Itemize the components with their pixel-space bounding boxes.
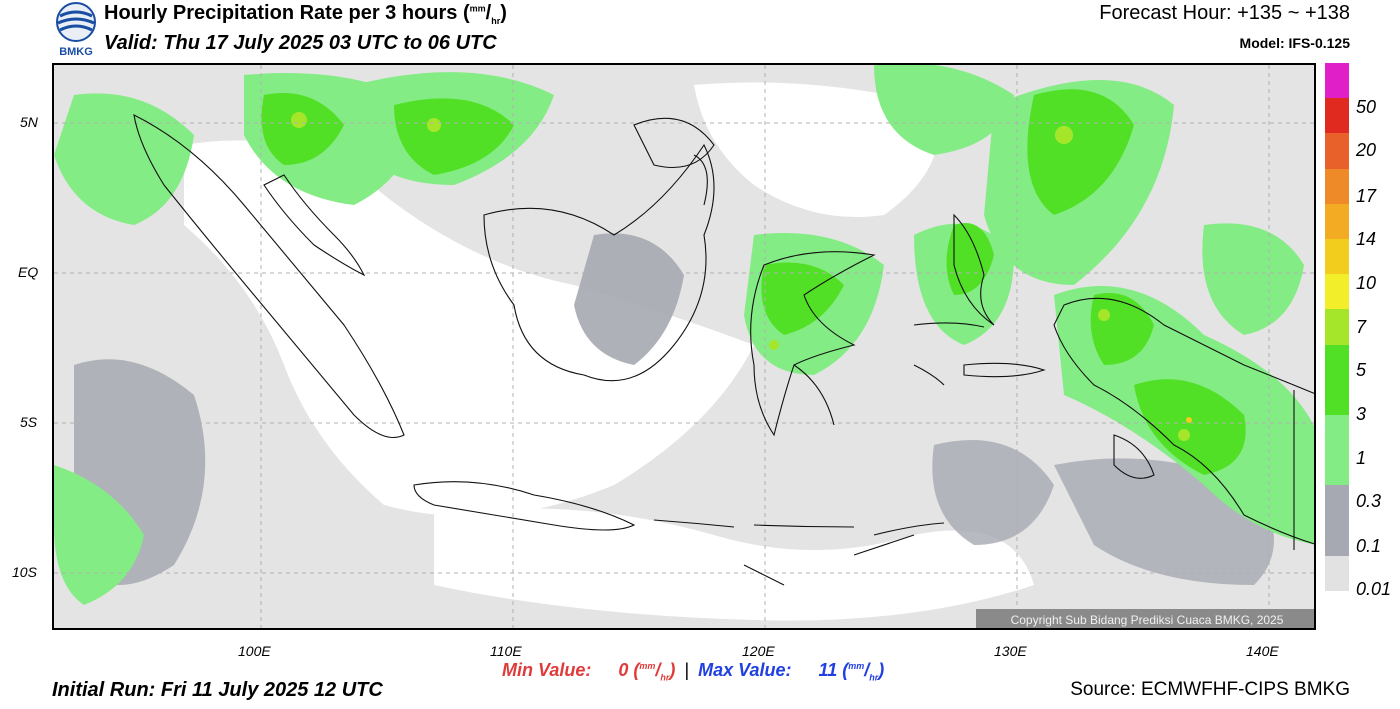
colorbar-segment: [1325, 98, 1349, 134]
map-canvas: [54, 65, 1314, 628]
colorbar-label: 0.1: [1356, 536, 1382, 556]
colorbar-segment: [1325, 520, 1349, 556]
colorbar-segment: [1325, 450, 1349, 486]
lat-label-10s: 10S: [12, 564, 37, 580]
colorbar-segment: [1325, 203, 1349, 239]
page-title: Hourly Precipitation Rate per 3 hours (m…: [104, 2, 507, 26]
max-unit-numerator: mm: [848, 661, 865, 671]
max-unit-denominator: hr: [869, 672, 879, 683]
min-unit-denominator: hr: [660, 672, 670, 683]
model-name: Model: IFS-0.125: [1239, 35, 1350, 51]
colorbar-label: 50: [1356, 97, 1377, 117]
min-value: 0: [618, 660, 629, 680]
colorbar-segment: [1325, 344, 1349, 380]
lat-label-eq: EQ: [18, 264, 39, 280]
colorbar-label: 14: [1356, 229, 1377, 249]
logo-text: BMKG: [59, 46, 93, 58]
initial-run: Initial Run: Fri 11 July 2025 12 UTC: [52, 679, 383, 701]
value-separator: |: [684, 660, 690, 680]
colorbar-segment: [1325, 485, 1349, 521]
colorbar-label: 17: [1356, 186, 1377, 206]
colorbar-label: 3: [1356, 404, 1367, 424]
colorbar: [1325, 63, 1349, 591]
colorbar-label: 0.3: [1356, 491, 1382, 511]
colorbar-segment: [1325, 274, 1349, 310]
colorbar-segment: [1325, 238, 1349, 275]
colorbar-segment: [1325, 414, 1349, 451]
max-value: 11: [818, 660, 838, 680]
title-unit-numerator: mm: [469, 3, 486, 14]
lon-label-100e: 100E: [238, 643, 271, 659]
bmkg-logo: [52, 2, 100, 62]
colorbar-label: 0.01: [1356, 579, 1392, 599]
colorbar-label: 1: [1356, 448, 1367, 468]
forecast-hour: Forecast Hour: +135 ~ +138: [1099, 2, 1350, 24]
colorbar-segment: [1325, 379, 1349, 415]
lat-label-5s: 5S: [20, 414, 38, 430]
colorbar-label: 20: [1356, 140, 1377, 160]
colorbar-segment: [1325, 555, 1349, 591]
colorbar-label: 10: [1356, 273, 1377, 293]
colorbar-label: 5: [1356, 360, 1367, 380]
max-value-label: Max Value:: [698, 660, 792, 680]
copyright-notice: Copyright Sub Bidang Prediksi Cuaca BMKG…: [976, 609, 1314, 628]
min-unit-numerator: mm: [639, 661, 656, 671]
colorbar-label: 7: [1356, 317, 1367, 337]
lon-label-140e: 140E: [1246, 643, 1279, 659]
lon-label-120e: 120E: [742, 643, 775, 659]
min-value-label: Min Value:: [502, 660, 592, 680]
title-unit-denominator: hr: [491, 16, 501, 26]
min-max-values: Min Value: 0 (mm/hr) | Max Value: 11 (mm…: [502, 660, 885, 683]
colorbar-segment: [1325, 133, 1349, 169]
lat-label-5n: 5N: [20, 114, 38, 130]
title-text: Hourly Precipitation Rate per 3 hours: [104, 2, 458, 24]
colorbar-segment: [1325, 63, 1349, 99]
colorbar-segment: [1325, 168, 1349, 204]
colorbar-segment: [1325, 309, 1349, 345]
data-source: Source: ECMWFHF-CIPS BMKG: [1070, 679, 1350, 700]
lon-label-130e: 130E: [994, 643, 1027, 659]
precipitation-map: Copyright Sub Bidang Prediksi Cuaca BMKG…: [52, 63, 1316, 630]
valid-time: Valid: Thu 17 July 2025 03 UTC to 06 UTC: [104, 32, 497, 54]
lon-label-110e: 110E: [490, 643, 522, 659]
